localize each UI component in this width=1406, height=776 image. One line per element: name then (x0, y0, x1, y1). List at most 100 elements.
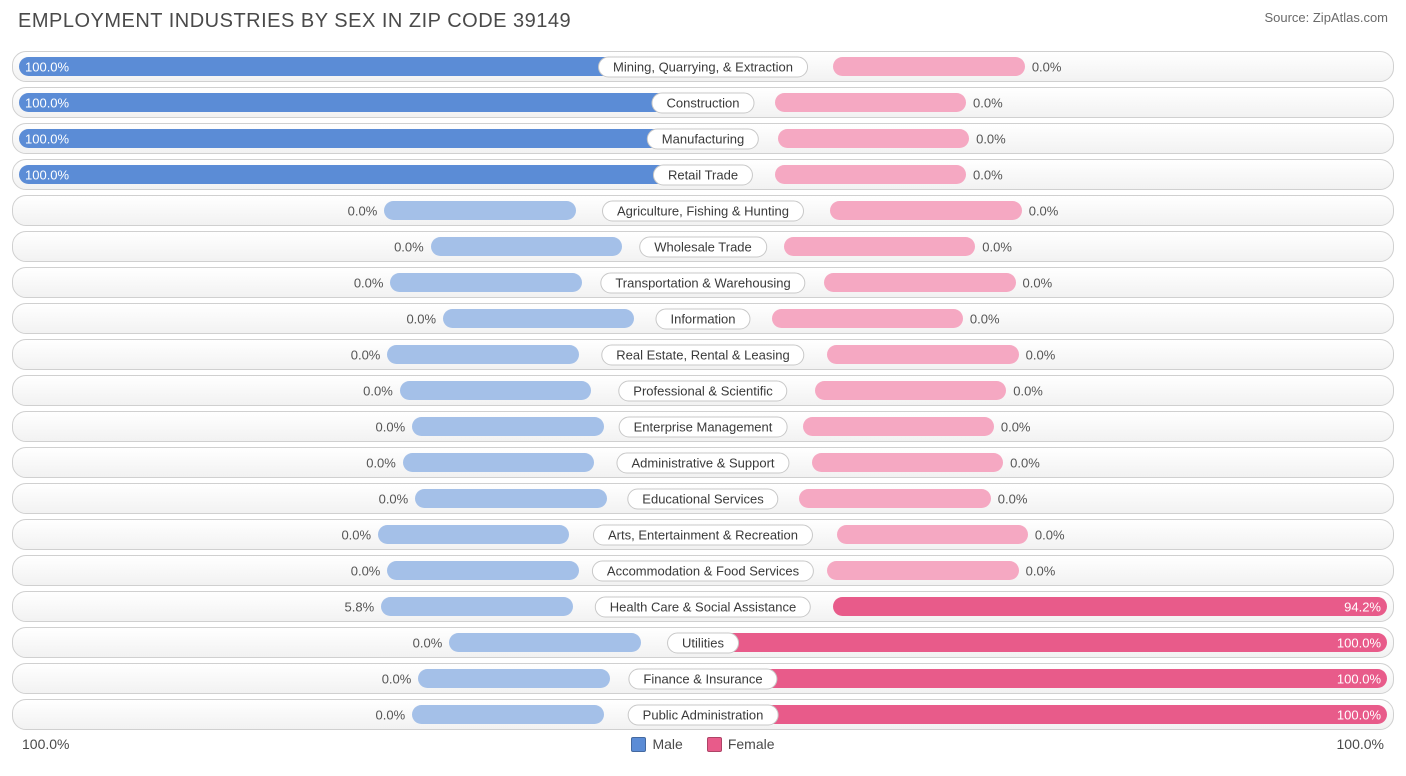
chart-row: 0.0%0.0%Real Estate, Rental & Leasing (12, 339, 1394, 370)
chart-footer: 100.0% Male Female 100.0% (12, 736, 1394, 752)
male-value: 0.0% (366, 455, 396, 470)
male-bar (387, 345, 579, 364)
male-value: 100.0% (25, 95, 69, 110)
category-label: Information (655, 308, 750, 329)
female-bar (833, 57, 1025, 76)
female-bar: 100.0% (703, 669, 1387, 688)
category-label: Manufacturing (647, 128, 759, 149)
legend-label-female: Female (728, 736, 775, 752)
chart-row: 0.0%0.0%Arts, Entertainment & Recreation (12, 519, 1394, 550)
female-value: 0.0% (1026, 347, 1056, 362)
female-bar (827, 345, 1019, 364)
category-label: Utilities (667, 632, 739, 653)
category-label: Mining, Quarrying, & Extraction (598, 56, 808, 77)
female-value: 0.0% (1029, 203, 1059, 218)
category-label: Public Administration (628, 704, 779, 725)
female-value: 0.0% (1032, 59, 1062, 74)
chart-row: 100.0% 0.0% Mining, Quarrying, & Extractio… (12, 51, 1394, 82)
chart-title: EMPLOYMENT INDUSTRIES BY SEX IN ZIP CODE… (18, 10, 571, 33)
male-bar: 100.0% (19, 165, 703, 184)
chart-row: 0.0% 0.0% Information (12, 303, 1394, 334)
male-bar: 100.0% (19, 129, 703, 148)
chart-row: 5.8%94.2%Health Care & Social Assistance (12, 591, 1394, 622)
category-label: Construction (652, 92, 755, 113)
category-label: Educational Services (627, 488, 778, 509)
female-value: 0.0% (1001, 419, 1031, 434)
legend-item-male: Male (631, 736, 682, 752)
male-value: 0.0% (354, 275, 384, 290)
male-bar (400, 381, 592, 400)
chart-row: 0.0%0.0%Wholesale Trade (12, 231, 1394, 262)
category-label: Finance & Insurance (628, 668, 777, 689)
female-bar (784, 237, 976, 256)
legend-item-female: Female (707, 736, 775, 752)
female-bar: 100.0% (703, 705, 1387, 724)
female-value: 0.0% (998, 491, 1028, 506)
female-value: 0.0% (976, 131, 1006, 146)
female-value: 100.0% (1337, 671, 1381, 686)
male-value: 0.0% (382, 671, 412, 686)
male-bar (390, 273, 582, 292)
female-value: 0.0% (1026, 563, 1056, 578)
male-bar (412, 417, 604, 436)
female-bar (799, 489, 991, 508)
category-label: Transportation & Warehousing (600, 272, 805, 293)
male-bar (418, 669, 610, 688)
chart-source: Source: ZipAtlas.com (1264, 10, 1388, 25)
male-bar (412, 705, 604, 724)
category-label: Retail Trade (653, 164, 753, 185)
female-bar: 94.2% (833, 597, 1387, 616)
male-bar (378, 525, 570, 544)
male-value: 0.0% (351, 563, 381, 578)
male-bar (443, 309, 635, 328)
male-value: 0.0% (413, 635, 443, 650)
female-value: 0.0% (970, 311, 1000, 326)
female-value: 94.2% (1344, 599, 1381, 614)
male-value: 100.0% (25, 131, 69, 146)
axis-left-label: 100.0% (22, 736, 69, 752)
female-bar (772, 309, 964, 328)
female-bar (830, 201, 1022, 220)
female-value: 0.0% (1013, 383, 1043, 398)
category-label: Real Estate, Rental & Leasing (601, 344, 804, 365)
female-bar (775, 165, 967, 184)
female-bar (778, 129, 970, 148)
male-value: 0.0% (348, 203, 378, 218)
female-bar (824, 273, 1016, 292)
chart-row: 0.0% 0.0% Transportation & Warehousing (12, 267, 1394, 298)
chart-row: 0.0% 0.0% Accommodation & Food Services (12, 555, 1394, 586)
female-value: 0.0% (973, 95, 1003, 110)
category-label: Accommodation & Food Services (592, 560, 814, 581)
chart-row: 0.0% 100.0% Finance & Insurance (12, 663, 1394, 694)
male-bar (384, 201, 576, 220)
male-value: 5.8% (345, 599, 375, 614)
chart-row: 0.0%0.0%Professional & Scientific (12, 375, 1394, 406)
male-bar: 100.0% (19, 93, 703, 112)
female-bar (837, 525, 1029, 544)
chart-row: 0.0% 0.0% Enterprise Management (12, 411, 1394, 442)
female-value: 0.0% (1010, 455, 1040, 470)
legend: Male Female (69, 736, 1336, 752)
male-value: 0.0% (379, 491, 409, 506)
male-value: 0.0% (406, 311, 436, 326)
male-value: 0.0% (376, 419, 406, 434)
female-value: 0.0% (1035, 527, 1065, 542)
male-value: 100.0% (25, 59, 69, 74)
category-label: Enterprise Management (619, 416, 788, 437)
female-bar (812, 453, 1004, 472)
chart-body: 100.0% 0.0% Mining, Quarrying, & Extractio… (12, 51, 1394, 730)
female-value: 0.0% (973, 167, 1003, 182)
chart-row: 0.0% 0.0% Educational Services (12, 483, 1394, 514)
male-bar (403, 453, 595, 472)
chart-row: 100.0% 0.0% Retail Trade (12, 159, 1394, 190)
female-bar (815, 381, 1007, 400)
chart-row: 0.0% 100.0%Utilities (12, 627, 1394, 658)
axis-right-label: 100.0% (1337, 736, 1384, 752)
legend-swatch-male (631, 737, 646, 752)
chart-row: 0.0% 0.0% Administrative & Support (12, 447, 1394, 478)
female-bar: 100.0% (703, 633, 1387, 652)
chart-row: 100.0% 0.0% Manufacturing (12, 123, 1394, 154)
category-label: Agriculture, Fishing & Hunting (602, 200, 804, 221)
category-label: Administrative & Support (616, 452, 789, 473)
female-value: 0.0% (1023, 275, 1053, 290)
